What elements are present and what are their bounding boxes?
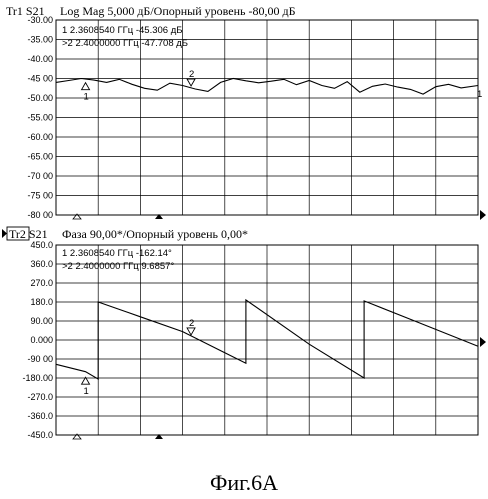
y-tick-label: -80 00	[27, 210, 53, 220]
y-ticks-panel1: -30.00 -35.00 -40.00 -45 00 -50.00 -55.00 -60.…	[27, 15, 53, 220]
marker-label: 1	[84, 386, 89, 397]
y-tick-label: -65.00	[27, 152, 53, 162]
right-ref-arrow-panel1	[480, 210, 486, 220]
right-ref-arrow-panel2	[480, 337, 486, 347]
y-tick-label: -270.0	[27, 392, 53, 402]
y-tick-label: 180.0	[30, 297, 53, 307]
y-tick-label: -90 00	[27, 354, 53, 364]
y-tick-label: -360.0	[27, 411, 53, 421]
grid-panel2	[56, 245, 478, 435]
marker-label: 2	[189, 318, 194, 329]
grid-panel1	[56, 20, 478, 215]
y-tick-label: 0.000	[30, 335, 53, 345]
trace1-title: Log Mag 5,000 дБ/Опорный уровень -80,00 …	[60, 4, 296, 18]
y-tick-label: -75 00	[27, 191, 53, 201]
trace2-title: Фаза 90,00*/Опорный уровень 0,00*	[62, 227, 248, 241]
marker2-readout-panel2: >2 2.4000000 ГГц 9.6857°	[62, 261, 174, 272]
y-tick-label: 270.0	[30, 278, 53, 288]
y-tick-label: -450.0	[27, 430, 53, 440]
y-tick-label: -30.00	[27, 15, 53, 25]
y-tick-label: -60.00	[27, 132, 53, 142]
marker2-readout-panel1: >2 2.4000000 ГГц -47.708 дБ	[62, 38, 188, 49]
trace2-label: Tr2 S21	[9, 227, 48, 241]
marker-triangle	[82, 83, 90, 90]
y-tick-label: -50.00	[27, 93, 53, 103]
y-tick-label: 360.0	[30, 259, 53, 269]
marker-label: 2	[189, 69, 194, 80]
y-tick-label: -40.00	[27, 54, 53, 64]
right-marker-label: 1	[477, 89, 482, 100]
y-tick-label: -45 00	[27, 74, 53, 84]
marker1-readout-panel1: 1 2.3608540 ГГц -45.306 дБ	[62, 25, 182, 36]
y-tick-label: 450.0	[30, 240, 53, 250]
marker1-readout-panel2: 1 2.3608540 ГГц -162.14°	[62, 248, 172, 259]
y-tick-label: -35.00	[27, 35, 53, 45]
marker-label: 1	[84, 92, 89, 103]
y-tick-label: 90.00	[30, 316, 53, 326]
panel-phase: Tr2 S21 Фаза 90,00*/Опорный уровень 0,00…	[2, 227, 486, 440]
y-ticks-panel2: 450.0 360.0 270.0 180.0 90.00 0.000 -90 00 -180…	[22, 240, 53, 440]
panel-log-mag: Tr1 S21 Log Mag 5,000 дБ/Опорный уровень…	[6, 4, 486, 220]
y-tick-label: -180.00	[22, 373, 53, 383]
active-trace-arrow	[2, 229, 7, 238]
figure-caption: Фиг.6А	[210, 470, 278, 495]
marker-triangle	[187, 79, 195, 86]
y-tick-label: -70 00	[27, 171, 53, 181]
y-tick-label: -55.00	[27, 113, 53, 123]
